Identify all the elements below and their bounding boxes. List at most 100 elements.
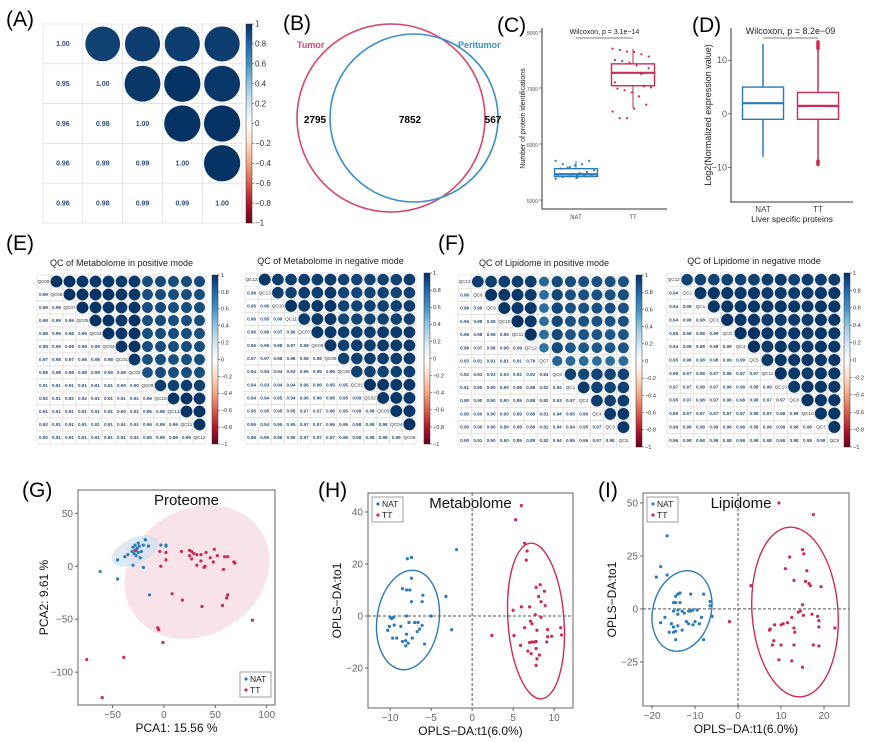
correlation-circle [734,300,747,313]
data-point [583,175,586,178]
matrix-value: 0.96 [460,319,469,324]
correlation-circle [298,286,311,299]
data-point [611,47,614,50]
correlation-circle [591,329,603,340]
data-point-tt [808,584,812,588]
correlation-circle [721,300,734,313]
data-point [616,87,619,90]
matrix-value: 0.90 [473,398,482,403]
data-point-tt [545,635,550,639]
correlation-circle [814,407,827,420]
matrix-value: 0.98 [763,424,772,429]
matrix-value: 0.89 [513,411,522,416]
correlation-circle [591,289,603,301]
matrix-value: 0.97 [273,330,282,335]
x-tick-label: 0 [161,710,167,721]
data-point-nat [663,615,667,620]
matrix-value: 0.95 [339,422,348,427]
data-point-tt [518,643,523,647]
matrix-value: 0.88 [526,411,535,416]
correlation-circle [168,276,179,287]
data-point-tt [180,598,185,602]
colorbar-tick-label: 0.4 [221,324,229,330]
matrix-cell [827,433,842,448]
matrix-diagonal-label: QC12 [525,345,537,350]
matrix-value: 0.99 [763,384,772,389]
data-point [647,55,650,58]
data-point [621,59,624,63]
matrix-cell [42,23,84,65]
matrix-value: 0.97 [709,398,718,403]
matrix-diagonal-label: QC08 [338,369,350,374]
legend-marker-nat [244,677,248,681]
data-point-nat [444,594,448,599]
matrix-value: 0.98 [736,398,745,403]
colorbar-tick-label: 0 [221,357,224,363]
data-point-nat [665,534,669,538]
matrix-value: 0.97 [287,343,296,348]
correlation-circle [604,368,616,380]
matrix-value: 0.99 [273,317,282,322]
correlation-circle [168,328,179,339]
tumor-circle [296,23,486,213]
data-point-tt [792,626,796,630]
data-point-tt [211,560,215,564]
data-point-tt [233,561,237,565]
correlation-circle [324,326,337,339]
data-point [576,176,579,179]
correlation-circle [194,354,205,365]
y-tick-label: 25 [627,551,639,562]
correlation-circle [390,273,403,286]
matrix-value: 0.81 [473,359,482,364]
matrix-value: 0.98 [365,409,374,414]
correlation-circle [194,367,205,378]
data-point-nat [146,544,151,548]
data-point-tt [519,503,523,508]
matrix-value: 0.81 [500,359,509,364]
matrix-value: 0.98 [487,332,496,337]
colorbar-tick-label: 0.2 [433,339,441,345]
correlation-circle [350,339,363,352]
colorbar-tick-label: −0.4 [433,391,444,397]
matrix-value: 0.97 [683,411,692,416]
matrix-diagonal-label: QC7 [816,424,826,429]
matrix-value: 0.98 [91,357,100,362]
matrix-value: 0.91 [91,383,100,388]
matrix-diagonal-label: 1.00 [96,81,110,88]
data-point-tt [550,634,554,638]
matrix-value: 0.94 [247,369,256,374]
correlation-circle [168,367,179,378]
matrix-value: 0.98 [352,409,361,414]
peritumor-only-count: 567 [485,115,502,126]
data-point-nat [141,565,145,569]
matrix-value: 0.91 [104,435,113,440]
data-point-nat [654,575,658,579]
correlation-circle [128,327,141,340]
correlation-circle [338,313,350,325]
data-point-nat [669,622,673,626]
colorbar-tick-label: 0.2 [853,340,861,346]
matrix-value: 0.98 [300,343,309,348]
correlation-circle [76,288,89,301]
matrix-value: 0.96 [56,161,70,168]
correlation-circle [578,302,590,314]
x-tick-label: TT [813,205,823,214]
matrix-value: 0.91 [91,396,100,401]
colorbar-tick-label: 0 [255,119,260,128]
data-point-nat [674,594,678,598]
data-point-tt [529,652,533,656]
matrix-value: 0.96 [247,435,256,440]
data-point-nat [420,623,424,627]
correlation-circle [285,299,298,312]
matrix-value: 0.94 [553,385,562,390]
x-tick-label: 0 [735,711,741,722]
correlation-circle [747,300,761,313]
matrix-value: 0.91 [460,385,469,390]
data-point [625,117,629,120]
matrix-cell [192,430,207,445]
correlation-circle [193,379,206,392]
x-tick-label: −10 [382,713,399,724]
data-point-tt [535,628,539,632]
plot-area [642,492,850,707]
data-point-nat [391,636,395,640]
